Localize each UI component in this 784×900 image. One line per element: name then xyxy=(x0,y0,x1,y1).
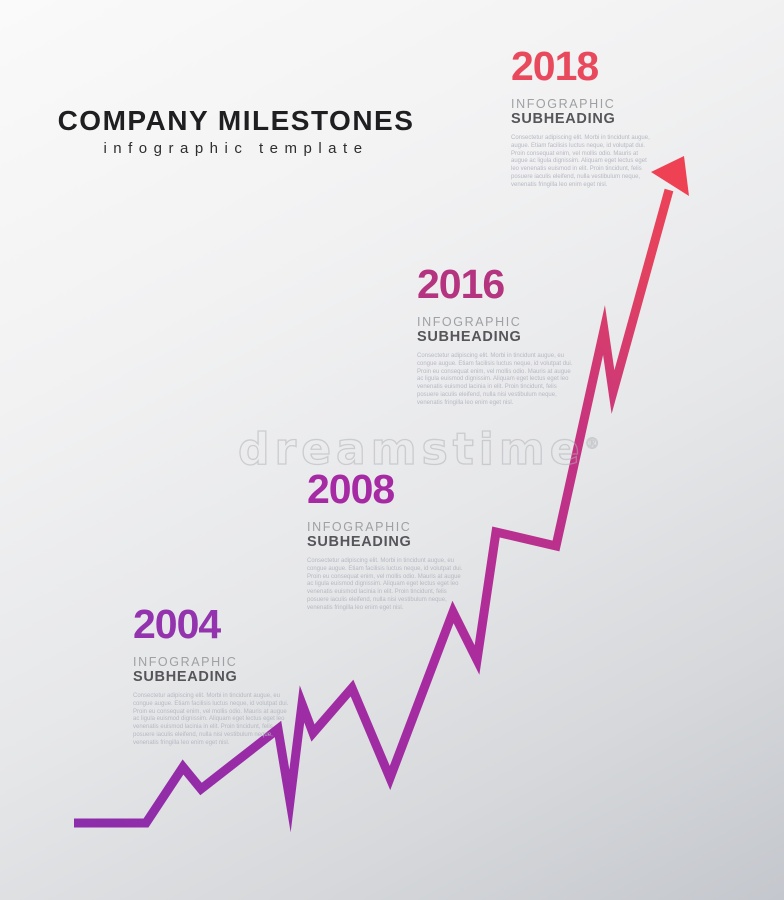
milestone-year: 2016 xyxy=(417,261,505,307)
milestone-year: 2008 xyxy=(307,466,395,512)
milestone-body-text: Consectetur adipiscing elit. Morbi in ti… xyxy=(417,352,573,406)
milestone-year: 2004 xyxy=(133,601,221,647)
milestone-kicker: INFOGRAPHIC xyxy=(417,314,522,329)
milestone-2018: 2018 INFOGRAPHIC SUBHEADING Consectetur … xyxy=(511,43,651,190)
milestone-2008: 2008 INFOGRAPHIC SUBHEADING Consectetur … xyxy=(307,466,467,613)
registered-mark: ® xyxy=(584,434,600,453)
milestone-year: 2018 xyxy=(511,43,599,89)
milestone-2004: 2004 INFOGRAPHIC SUBHEADING Consectetur … xyxy=(133,601,291,748)
watermark-text: dreamstime xyxy=(237,424,585,475)
milestone-2016: 2016 INFOGRAPHIC SUBHEADING Consectetur … xyxy=(417,261,573,408)
milestone-body-text: Consectetur adipiscing elit. Morbi in ti… xyxy=(307,557,463,611)
milestone-subheading: SUBHEADING xyxy=(307,534,412,551)
milestone-subheading: SUBHEADING xyxy=(133,669,238,686)
title-block: COMPANY MILESTONES infographic template xyxy=(40,105,432,157)
milestone-subheading: SUBHEADING xyxy=(511,111,616,128)
trend-arrowhead-icon xyxy=(651,156,689,196)
dreamstime-watermark: dreamstime® xyxy=(237,427,600,472)
milestone-trend-line xyxy=(74,188,674,833)
milestone-kicker: INFOGRAPHIC xyxy=(511,96,616,111)
page-title: COMPANY MILESTONES xyxy=(57,105,415,136)
milestone-body-text: Consectetur adipiscing elit. Morbi in ti… xyxy=(511,134,650,188)
page-subtitle: infographic template xyxy=(103,139,369,157)
milestone-kicker: INFOGRAPHIC xyxy=(307,519,412,534)
milestone-body-text: Consectetur adipiscing elit. Morbi in ti… xyxy=(133,692,289,746)
milestone-kicker: INFOGRAPHIC xyxy=(133,654,238,669)
milestone-subheading: SUBHEADING xyxy=(417,329,522,346)
